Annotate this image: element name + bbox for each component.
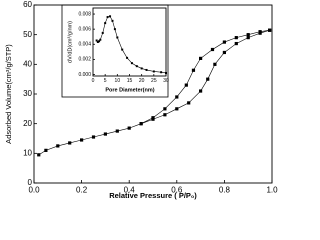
chart: 0.0 0.2 0.4 0.6 0.8 1.00102030405060Relative …	[4, 0, 278, 200]
data-point	[91, 135, 96, 139]
x-tick-label: 0.6	[171, 185, 183, 194]
data-point	[106, 16, 109, 19]
y-axis-label: Adsorbed Volume(cm³/g/STP)	[4, 44, 13, 144]
data-point	[135, 65, 138, 68]
data-point	[151, 116, 155, 120]
x-tick-label: 0.8	[219, 185, 231, 194]
data-point	[101, 31, 104, 34]
data-point	[187, 101, 191, 105]
data-point	[246, 36, 250, 40]
data-point	[98, 40, 101, 43]
data-point	[258, 30, 262, 34]
data-point	[268, 28, 272, 32]
y-tick-label: 0.000	[78, 72, 91, 78]
data-point	[175, 95, 179, 99]
data-point	[56, 144, 60, 148]
x-tick-label: 15	[127, 78, 133, 84]
y-tick-label: 30	[23, 89, 32, 98]
x-tick-label: 5	[104, 78, 107, 84]
data-point	[145, 68, 148, 71]
x-tick-label: 0	[92, 78, 95, 84]
y-tick-label: 60	[23, 0, 32, 9]
data-point	[113, 28, 116, 31]
data-point	[44, 148, 48, 152]
data-point	[115, 129, 119, 133]
data-point	[140, 67, 143, 70]
data-point	[109, 15, 112, 18]
data-point	[191, 68, 196, 72]
data-point	[96, 41, 99, 43]
x-tick-label: 30	[163, 78, 169, 84]
data-point	[234, 36, 238, 40]
x-tick-label: 0.0	[28, 185, 40, 194]
x-tick-label: 1.0	[266, 185, 278, 194]
y-tick-label: 20	[23, 119, 32, 128]
data-point	[111, 19, 114, 22]
data-point	[234, 41, 238, 46]
y-tick-label: 0.006	[78, 26, 91, 32]
data-point	[222, 50, 226, 55]
y-tick-label: 0	[28, 178, 33, 187]
y-axis-label: dV/dD(cm³/g/nm)	[67, 21, 73, 63]
x-axis-label: Pore Diameter(nm)	[105, 87, 154, 93]
data-point	[104, 22, 107, 25]
y-tick-label: 10	[23, 148, 32, 157]
data-point	[103, 132, 107, 136]
data-point	[213, 62, 217, 66]
data-point	[199, 56, 203, 60]
y-tick-label: 40	[23, 59, 32, 68]
data-point	[165, 71, 167, 74]
data-point	[184, 83, 188, 87]
data-point	[95, 39, 98, 42]
data-point	[116, 36, 119, 39]
data-point	[199, 89, 203, 93]
data-point	[152, 70, 155, 73]
data-point	[163, 107, 167, 111]
x-tick-label: 0.2	[76, 185, 88, 194]
data-point	[175, 107, 179, 111]
data-point	[163, 113, 167, 117]
data-point	[37, 153, 41, 157]
x-tick-label: 0.4	[124, 185, 136, 194]
y-tick-label: 50	[23, 30, 32, 39]
inset-frame	[61, 4, 169, 98]
x-tick-label: 20	[139, 78, 145, 84]
data-point	[121, 48, 124, 51]
data-point	[160, 71, 163, 74]
data-point	[246, 33, 250, 37]
data-point	[99, 38, 102, 41]
y-tick-label: 0.004	[78, 42, 91, 48]
series-line	[38, 29, 270, 156]
data-point	[130, 62, 133, 65]
data-point	[139, 122, 143, 126]
y-tick-label: 0.008	[78, 11, 91, 17]
y-tick-label: 0.002	[78, 57, 91, 63]
x-tick-label: 25	[151, 78, 157, 84]
data-point	[127, 126, 131, 130]
data-point	[126, 56, 129, 59]
data-point	[68, 141, 72, 145]
data-point	[80, 138, 84, 142]
data-point	[210, 47, 215, 52]
x-tick-label: 10	[115, 78, 121, 84]
data-point	[222, 40, 226, 44]
data-point	[206, 77, 210, 81]
x-axis-label: Relative Pressure ( P/P₀)	[109, 191, 197, 200]
page: 0.0 0.2 0.4 0.6 0.8 1.0 0 10 20 30 40 50 60 Relative …	[3, 0, 279, 200]
